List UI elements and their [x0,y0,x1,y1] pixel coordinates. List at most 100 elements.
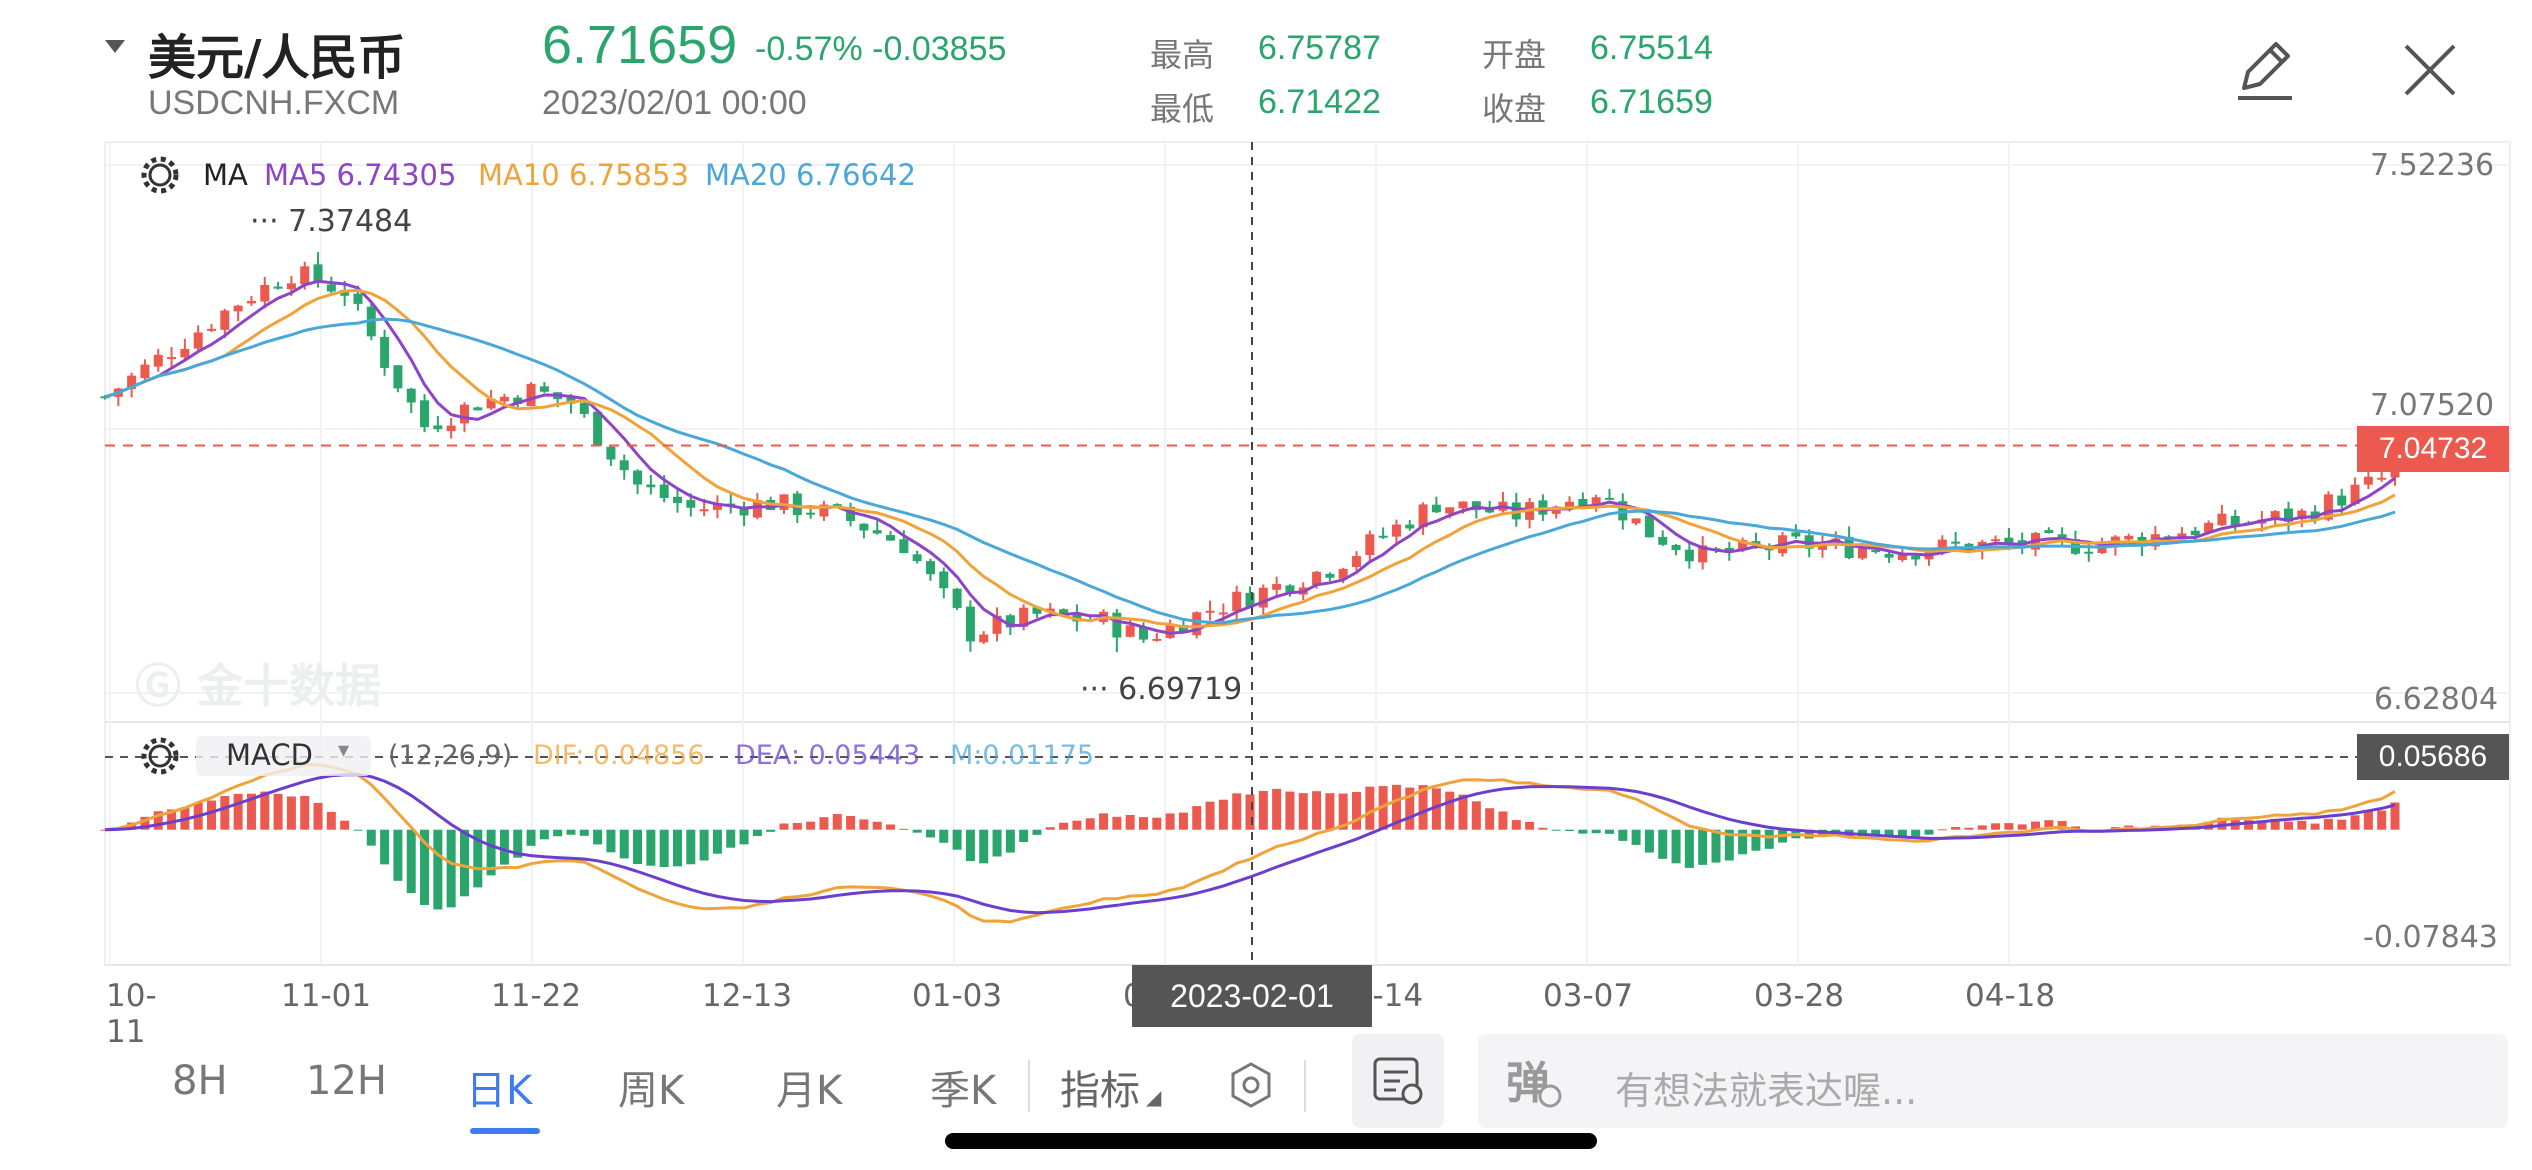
candle-body [1911,555,1921,560]
candle-body [579,402,589,414]
low-value: 6.71422 [1258,83,1381,121]
candle-body [286,283,296,290]
note-button[interactable] [1352,1034,1444,1128]
chart-settings-icon[interactable] [1226,1060,1276,1110]
macd-histogram-bar [1112,816,1122,830]
min-marker-label: ··· 6.69719 [1080,672,1243,707]
macd-histogram-bar [899,828,909,830]
macd-histogram-bar [207,800,217,830]
active-tab-underline [470,1128,540,1134]
candle-body [1378,535,1388,538]
macd-histogram-bar [766,829,776,832]
macd-histogram-bar [486,829,496,876]
x-tick: 10-11 [106,978,157,1050]
macd-histogram-bar [2244,820,2254,830]
macd-histogram-bar [2257,820,2267,830]
tab-monthly[interactable]: 月K [776,1068,843,1114]
candle-body [752,500,762,518]
ma20-legend: MA20 6.76642 [705,158,916,192]
candle-body [1125,625,1135,637]
macd-histogram-bar [167,809,177,830]
candle-body [1658,536,1668,545]
macd-histogram-bar [779,823,789,830]
candle-body [1218,612,1228,615]
current-price: 6.71659 [542,15,738,75]
candle-body [1285,585,1295,594]
macd-histogram-bar [1099,813,1109,830]
macd-histogram-bar [1951,826,1961,830]
macd-histogram-bar [1485,808,1495,830]
close-icon[interactable] [2400,40,2460,100]
danmaku-icon[interactable]: 弹 [1504,1054,1564,1110]
macd-histogram-bar [420,829,430,905]
macd-histogram-bar [1658,829,1668,859]
macd-histogram-bar [2044,820,2054,830]
macd-histogram-bar [726,829,736,848]
candle-body [2044,530,2054,533]
candle-body [1072,612,1082,622]
macd-histogram-bar [1285,791,1295,830]
candle-body [886,535,896,541]
candle-body [313,264,323,283]
candle-body [153,354,163,367]
candle-body [952,588,962,608]
quote-datetime: 2023/02/01 00:00 [542,84,807,122]
macd-histogram-bar [712,829,722,854]
tab-quarterly[interactable]: 季K [930,1068,997,1114]
macd-histogram-bar [1232,793,1242,830]
comment-input[interactable]: 弹 [1478,1034,2508,1128]
tab-weekly[interactable]: 周K [618,1068,685,1114]
candle-body [2337,495,2347,506]
candle-body [779,494,789,510]
close-label: 收盘 [1482,90,1547,128]
tab-daily[interactable]: 日K [466,1068,533,1114]
high-value: 6.75787 [1258,29,1381,67]
candle-body [1644,515,1654,538]
candle-body [2377,477,2387,480]
candle-body [2084,551,2094,554]
macd-histogram-bar [1391,784,1401,830]
indicator-button[interactable]: 指标 ◢ [1060,1068,1162,1114]
macd-histogram-bar [1471,801,1481,830]
macd-histogram-bar [2017,824,2027,830]
tab-8h[interactable]: 8H [172,1058,228,1104]
kline-chart[interactable]: Ⓖ 金十数据 [0,0,2532,1040]
candle-body [2217,513,2227,526]
candle-body [633,470,643,485]
candle-body [353,293,363,304]
macd-histogram-bar [1258,790,1268,830]
macd-histogram-bar [2217,817,2227,830]
open-label: 开盘 [1482,36,1547,74]
candle-body [1232,591,1242,611]
macd-histogram-bar [1312,791,1322,830]
macd-histogram-bar [473,829,483,888]
macd-selector[interactable]: MACD ▾ [196,736,371,776]
candle-body [1884,553,1894,558]
ma-settings-gear-icon[interactable] [138,153,182,197]
collapse-caret-icon[interactable] [105,40,125,53]
macd-histogram-bar [1711,829,1721,863]
macd-histogram-bar [619,829,629,859]
macd-histogram-bar [1738,829,1748,855]
macd-histogram-bar [2390,802,2400,830]
candle-body [167,357,177,360]
low-label: 最低 [1150,90,1215,128]
candle-body [872,530,882,534]
candle-body [2190,530,2200,536]
ma-label: MA [203,158,248,192]
edit-pencil-icon[interactable] [2230,36,2300,106]
candle-body [1937,539,1947,550]
macd-histogram-bar [673,829,682,867]
macd-histogram-bar [1897,829,1907,837]
macd-settings-gear-icon[interactable] [138,734,182,778]
macd-histogram-bar [553,829,563,837]
macd-histogram-bar [220,795,230,830]
candle-body [819,504,829,517]
tab-12h[interactable]: 12H [306,1058,387,1104]
candle-body [1684,549,1694,562]
macd-histogram-bar [1458,794,1468,830]
macd-histogram-bar [526,829,536,846]
candle-body [593,411,603,446]
macd-histogram-bar [513,829,523,858]
candle-body [140,364,150,379]
